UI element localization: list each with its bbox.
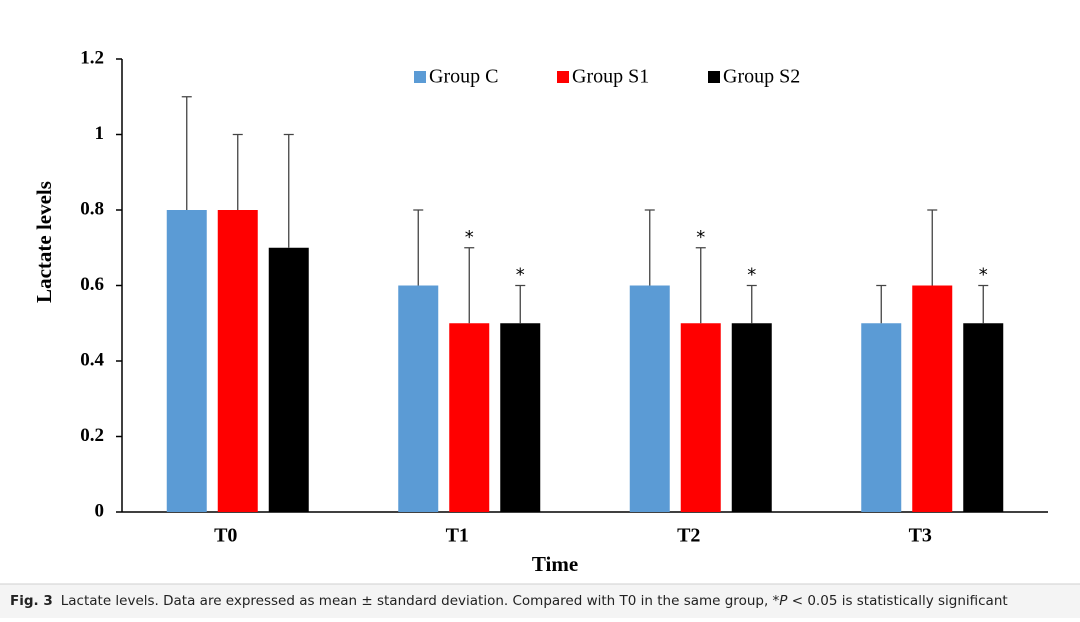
error-bar <box>644 209 655 286</box>
y-tick-label: 0 <box>95 500 105 521</box>
x-tick-label: T1 <box>446 525 469 547</box>
bar <box>963 323 1004 512</box>
significance-marker: * <box>747 265 756 286</box>
x-tick-label: T3 <box>909 525 932 547</box>
y-tick-label: 1 <box>95 123 105 144</box>
x-tick-label: T2 <box>677 525 700 547</box>
error-bar <box>978 284 989 324</box>
y-tick-label: 0.4 <box>80 349 104 370</box>
bar <box>629 285 670 512</box>
error-bar <box>746 284 757 324</box>
legend-swatch <box>708 71 720 83</box>
bar <box>166 210 207 512</box>
caption-italic: P <box>779 593 788 609</box>
caption-band <box>0 584 1080 618</box>
caption: Fig. 3 Lactate levels. Data are expressed… <box>10 593 1008 609</box>
error-bar <box>232 133 243 210</box>
bar <box>861 323 902 512</box>
x-axis-label: Time <box>532 552 578 576</box>
error-bar <box>283 133 294 248</box>
caption-text-end: < 0.05 is statistically significant <box>787 593 1007 609</box>
y-tick-label: 0.6 <box>80 274 104 295</box>
error-bar <box>464 247 475 324</box>
caption-text: Lactate levels. Data are expressed as me… <box>61 593 780 609</box>
error-bar <box>695 247 706 324</box>
bar <box>500 323 541 512</box>
error-bar <box>413 209 424 286</box>
y-tick-label: 0.8 <box>80 198 104 219</box>
significance-marker: * <box>696 227 705 248</box>
legend-label: Group S2 <box>723 66 800 88</box>
x-tick-label: T0 <box>214 525 237 547</box>
y-tick-label: 0.2 <box>80 425 104 446</box>
bar <box>398 285 439 512</box>
bar <box>912 285 953 512</box>
legend-label: Group S1 <box>572 66 649 88</box>
bar <box>268 247 309 512</box>
y-axis-label: Lactate levels <box>32 181 56 303</box>
error-bar <box>181 96 192 210</box>
bar <box>731 323 772 512</box>
bar <box>217 210 258 512</box>
significance-marker: * <box>465 227 474 248</box>
y-tick-label: 1.2 <box>80 47 104 68</box>
legend-label: Group C <box>429 66 498 88</box>
error-bar <box>515 284 526 324</box>
bar <box>449 323 490 512</box>
caption-label: Fig. 3 <box>10 593 53 609</box>
significance-marker: * <box>516 265 525 286</box>
error-bar <box>876 284 887 324</box>
error-bar <box>927 209 938 286</box>
significance-marker: * <box>979 265 988 286</box>
legend-swatch <box>414 71 426 83</box>
legend-swatch <box>557 71 569 83</box>
bar <box>680 323 721 512</box>
